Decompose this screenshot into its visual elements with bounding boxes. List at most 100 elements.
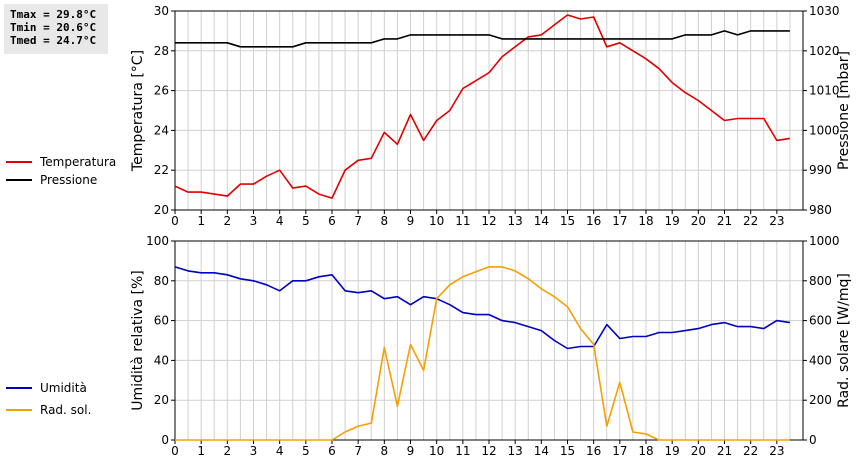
- x-tick-label: 14: [534, 214, 549, 228]
- y-axis-label: Umidità relativa [%]: [130, 270, 146, 411]
- legend-pressione-label: Pressione: [40, 173, 98, 187]
- x-tick-label: 20: [691, 444, 706, 458]
- legend-pressione-swatch: [6, 179, 32, 181]
- legend-radsol-label: Rad. sol.: [40, 403, 92, 417]
- y2-tick-label: 400: [809, 353, 832, 367]
- y2-tick-label: 990: [809, 163, 832, 177]
- x-tick-label: 5: [302, 444, 310, 458]
- y-axis-label: Temperatura [°C]: [130, 50, 146, 172]
- x-tick-label: 19: [665, 214, 680, 228]
- x-tick-label: 10: [429, 214, 444, 228]
- series-umidit-line: [174, 266, 791, 350]
- y-tick-label: 20: [154, 393, 169, 407]
- y-tick-label: 40: [154, 353, 169, 367]
- x-tick-label: 16: [586, 214, 601, 228]
- y2-tick-label: 980: [809, 203, 832, 217]
- x-tick-label: 9: [407, 214, 415, 228]
- x-tick-label: 8: [381, 444, 389, 458]
- plot-frame: [174, 240, 804, 441]
- legend-radsol-swatch: [6, 409, 32, 411]
- y-tick-label: 26: [154, 84, 169, 98]
- y2-tick-label: 0: [809, 433, 817, 447]
- x-tick-label: 6: [328, 214, 336, 228]
- x-tick-label: 13: [508, 444, 523, 458]
- x-tick-label: 11: [455, 214, 470, 228]
- x-tick-label: 0: [171, 444, 179, 458]
- y2-tick-label: 200: [809, 393, 832, 407]
- x-tick-label: 13: [508, 214, 523, 228]
- x-tick-label: 21: [717, 444, 732, 458]
- x-tick-label: 22: [743, 444, 758, 458]
- tmin-label: Tmin = 20.6°C: [10, 21, 97, 34]
- x-tick-label: 15: [560, 214, 575, 228]
- x-tick-label: 12: [481, 444, 496, 458]
- legend-umidita: Umidità: [6, 380, 87, 396]
- x-tick-label: 2: [224, 214, 232, 228]
- x-tick-label: 8: [381, 214, 389, 228]
- y2-tick-label: 1000: [809, 234, 840, 248]
- x-tick-label: 1: [197, 214, 205, 228]
- plot-frame: [174, 10, 804, 211]
- y-tick-label: 100: [146, 234, 169, 248]
- series-rad-sol-line: [175, 266, 790, 441]
- x-tick-label: 7: [354, 444, 362, 458]
- series-temperatura-line: [174, 14, 791, 199]
- y-tick-label: 60: [154, 314, 169, 328]
- y-tick-label: 0: [161, 433, 169, 447]
- y-tick-label: 28: [154, 44, 169, 58]
- x-tick-label: 22: [743, 214, 758, 228]
- tmax-label: Tmax = 29.8°C: [10, 8, 97, 21]
- x-tick-label: 16: [586, 444, 601, 458]
- y-tick-label: 30: [154, 4, 169, 18]
- x-tick-label: 7: [354, 214, 362, 228]
- y2-tick-label: 1010: [809, 84, 840, 98]
- y2-tick-label: 1020: [809, 44, 840, 58]
- legend-temperatura-label: Temperatura: [40, 155, 117, 169]
- y-tick-label: 80: [154, 274, 169, 288]
- x-tick-label: 18: [638, 444, 653, 458]
- x-tick-label: 11: [455, 444, 470, 458]
- x-tick-label: 23: [769, 214, 784, 228]
- x-tick-label: 15: [560, 444, 575, 458]
- x-tick-label: 2: [224, 444, 232, 458]
- x-tick-label: 18: [638, 214, 653, 228]
- y-tick-label: 22: [154, 163, 169, 177]
- x-tick-label: 12: [481, 214, 496, 228]
- y2-axis-label: Rad. solare [W/mq]: [836, 273, 852, 408]
- y2-tick-label: 800: [809, 274, 832, 288]
- y2-tick-label: 600: [809, 314, 832, 328]
- legend-temperatura: Temperatura: [6, 154, 116, 170]
- x-tick-label: 4: [276, 214, 284, 228]
- x-tick-label: 1: [197, 444, 205, 458]
- x-tick-label: 17: [612, 444, 627, 458]
- x-tick-label: 6: [328, 444, 336, 458]
- tmed-label: Tmed = 24.7°C: [10, 34, 97, 47]
- x-tick-label: 0: [171, 214, 179, 228]
- x-tick-label: 4: [276, 444, 284, 458]
- legend-radsol: Rad. sol.: [6, 402, 91, 418]
- legend-umidita-label: Umidità: [40, 381, 87, 395]
- x-tick-label: 23: [769, 444, 784, 458]
- legend-pressione: Pressione: [6, 172, 97, 188]
- legend-temperatura-swatch: [6, 161, 32, 163]
- x-tick-label: 14: [534, 444, 549, 458]
- x-tick-label: 9: [407, 444, 415, 458]
- y-tick-label: 20: [154, 203, 169, 217]
- stats-box: Tmax = 29.8°C Tmin = 20.6°C Tmed = 24.7°…: [4, 4, 108, 54]
- y2-tick-label: 1030: [809, 4, 840, 18]
- x-tick-label: 3: [250, 214, 258, 228]
- x-tick-label: 21: [717, 214, 732, 228]
- x-tick-label: 19: [665, 444, 680, 458]
- x-tick-label: 10: [429, 444, 444, 458]
- y-tick-label: 24: [154, 123, 169, 137]
- legend-umidita-swatch: [6, 387, 32, 389]
- series-pressione-line: [175, 30, 790, 48]
- x-tick-label: 5: [302, 214, 310, 228]
- y2-tick-label: 1000: [809, 123, 840, 137]
- x-tick-label: 3: [250, 444, 258, 458]
- y2-axis-label: Pressione [mbar]: [836, 51, 852, 170]
- x-tick-label: 20: [691, 214, 706, 228]
